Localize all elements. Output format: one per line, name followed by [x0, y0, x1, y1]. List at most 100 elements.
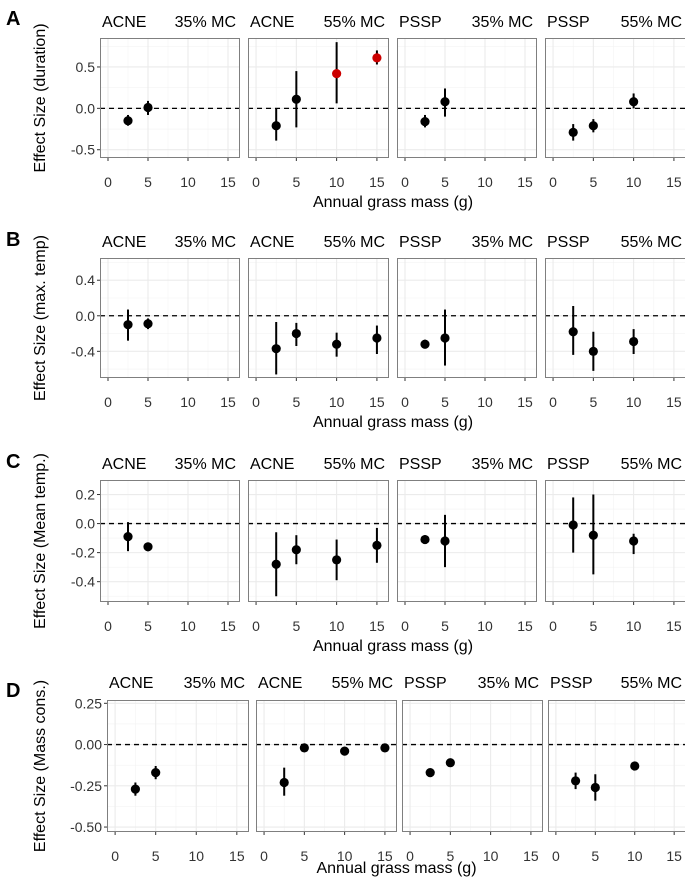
data-point — [130, 784, 140, 794]
panel-border — [545, 38, 685, 158]
data-point — [372, 540, 382, 550]
y-tick-label: -0.25 — [70, 778, 102, 794]
data-point — [340, 746, 350, 756]
x-tick-label: 10 — [626, 618, 642, 634]
panel-background — [248, 38, 389, 158]
y-tick-label: 0.2 — [76, 487, 96, 503]
x-axis-title: Annual grass mass (g) — [313, 638, 473, 655]
x-tick-label: 0 — [549, 174, 557, 190]
panel-background — [100, 38, 240, 158]
x-tick-label: 0 — [401, 174, 409, 190]
chart-row-c: C Effect Size (Mean temp.) -0.4-0.20.00.2A… — [6, 451, 685, 655]
strip-species-label: PSSP — [547, 456, 590, 473]
strip-condition-label: 35% MC — [184, 675, 245, 692]
strip-species-label: ACNE — [250, 456, 294, 473]
strip-species-label: PSSP — [399, 234, 442, 251]
strip-species-label: ACNE — [250, 234, 294, 251]
x-tick-label: 0 — [104, 394, 112, 410]
x-tick-label: 15 — [220, 394, 236, 410]
panel-acne-35-mc: ACNE 35% MC 0 5 10 15 — [100, 456, 240, 634]
data-point — [291, 545, 301, 555]
panel-border — [100, 480, 240, 602]
data-point — [445, 758, 455, 768]
x-tick-label: 10 — [180, 174, 196, 190]
x-tick-label: 15 — [523, 848, 539, 864]
x-tick-label: 10 — [329, 174, 345, 190]
strip-species-label: ACNE — [102, 456, 146, 473]
data-point — [271, 344, 281, 354]
data-point — [291, 94, 301, 104]
panel-background — [100, 258, 240, 378]
panel-acne-35-mc: ACNE 35% MC 0 5 10 15 — [107, 675, 249, 864]
strip-condition-label: 55% MC — [621, 14, 682, 31]
data-point — [630, 761, 640, 771]
chart-row-d: D Effect Size (Mass cons.) -0.50 -0.25 0.00 0… — [6, 675, 685, 877]
data-point — [440, 333, 450, 343]
panel-background — [402, 700, 543, 832]
data-point — [440, 97, 450, 107]
x-tick-label: 15 — [220, 174, 236, 190]
x-tick-label: 5 — [300, 848, 308, 864]
x-tick-label: 0 — [549, 618, 557, 634]
x-tick-label: 10 — [337, 848, 353, 864]
panel-background — [545, 480, 685, 602]
x-tick-label: 15 — [220, 618, 236, 634]
panel-border — [107, 700, 249, 832]
panel-border — [248, 480, 389, 602]
strip-species-label: PSSP — [404, 675, 447, 692]
data-point — [332, 555, 342, 565]
x-tick-label: 15 — [369, 618, 385, 634]
x-tick-label: 0 — [401, 618, 409, 634]
data-point — [568, 127, 578, 137]
y-axis-title: Effect Size (max. temp) — [32, 235, 49, 401]
x-tick-label: 10 — [626, 174, 642, 190]
data-point — [123, 532, 133, 542]
x-tick-label: 15 — [369, 394, 385, 410]
panel-background — [248, 480, 389, 602]
strip-species-label: PSSP — [547, 234, 590, 251]
x-axis-title: Annual grass mass (g) — [313, 194, 473, 211]
y-tick-label: -0.5 — [71, 142, 95, 158]
strip-species-label: PSSP — [547, 14, 590, 31]
strip-condition-label: 35% MC — [472, 14, 533, 31]
y-tick-label: -0.2 — [71, 545, 95, 561]
x-tick-label: 5 — [589, 618, 597, 634]
x-tick-label: 5 — [441, 174, 449, 190]
data-point — [372, 333, 382, 343]
panel-border — [248, 258, 389, 378]
strip-condition-label: 55% MC — [621, 675, 682, 692]
y-tick-label: 0.0 — [76, 100, 96, 116]
panel-pssp-35-mc: PSSP 35% MC 0 5 10 15 — [402, 675, 543, 864]
panel-acne-55-mc: ACNE 55% MC 0 5 10 15 — [248, 14, 389, 190]
strip-species-label: PSSP — [399, 456, 442, 473]
strip-species-label: ACNE — [102, 14, 146, 31]
data-point — [568, 520, 578, 530]
y-tick-label: 0.00 — [75, 737, 102, 753]
data-point — [123, 320, 133, 330]
strip-condition-label: 55% MC — [324, 456, 385, 473]
panel-background — [397, 38, 537, 158]
data-point — [425, 768, 435, 778]
data-point — [291, 328, 301, 339]
panel-acne-55-mc: ACNE 55% MC 0 5 10 15 — [248, 234, 389, 410]
x-tick-label: 15 — [517, 618, 533, 634]
panel-background — [248, 258, 389, 378]
y-tick-label: 0.4 — [76, 272, 96, 288]
row-letter: D — [6, 680, 20, 702]
panel-pssp-35-mc: PSSP 35% MC 0 5 10 15 — [397, 234, 537, 410]
data-point — [440, 536, 450, 546]
strip-condition-label: 35% MC — [175, 14, 236, 31]
row-letter: A — [6, 8, 20, 30]
x-tick-label: 5 — [441, 394, 449, 410]
strip-condition-label: 55% MC — [332, 675, 393, 692]
strip-condition-label: 55% MC — [621, 456, 682, 473]
x-tick-label: 15 — [666, 174, 682, 190]
x-tick-label: 10 — [188, 848, 204, 864]
x-tick-label: 5 — [144, 618, 152, 634]
data-point — [143, 319, 153, 329]
x-tick-label: 15 — [517, 174, 533, 190]
y-axis-title: Effect Size (duration) — [32, 23, 49, 172]
y-tick-label: 0.25 — [75, 695, 102, 711]
data-point — [588, 346, 598, 356]
x-tick-label: 0 — [552, 848, 560, 864]
